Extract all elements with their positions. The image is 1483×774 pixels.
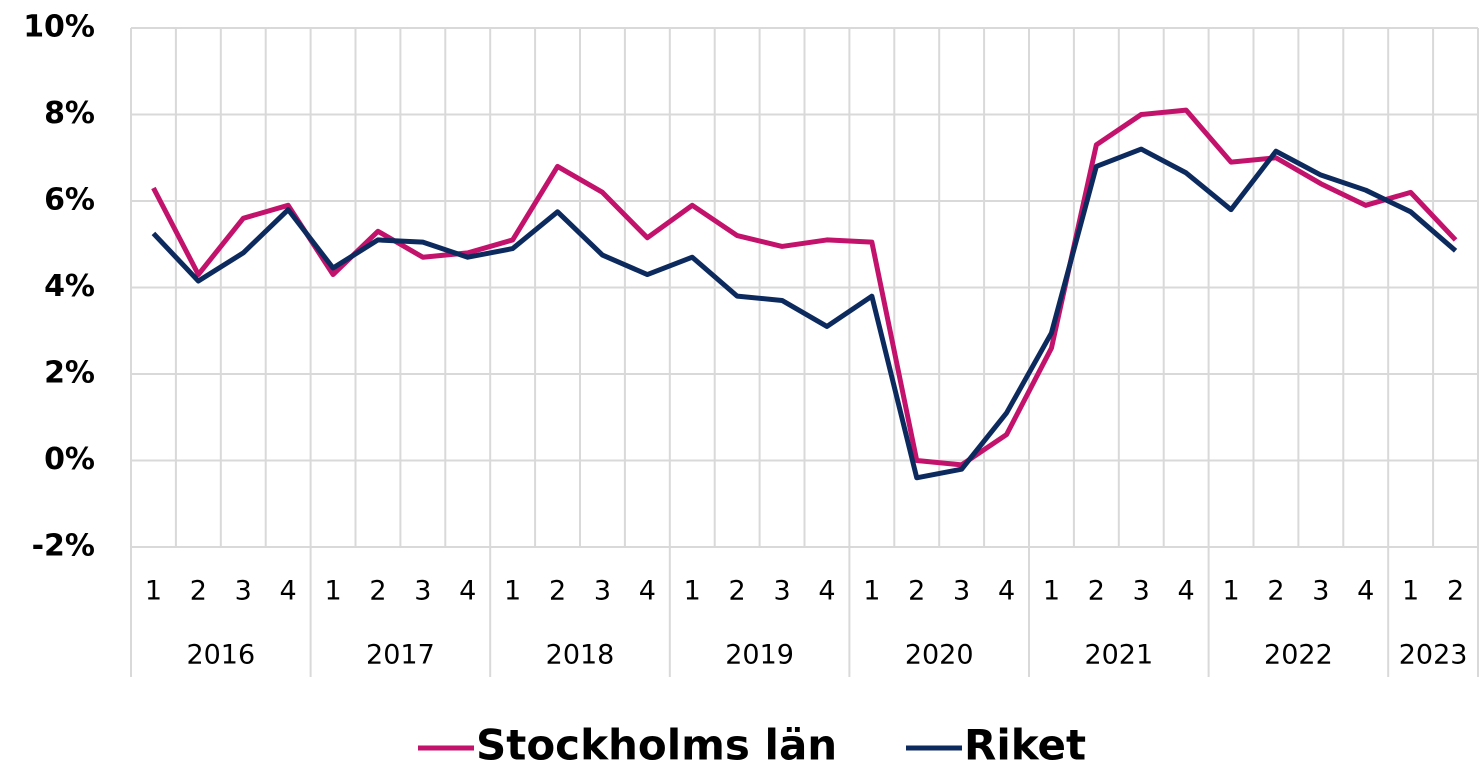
x-tick-label: 4 (639, 576, 656, 607)
x-tick-label: 1 (863, 576, 880, 607)
x-tick-label: 1 (684, 576, 701, 607)
x-tick-label: 4 (818, 576, 835, 607)
x-tick-label: 2 (549, 576, 566, 607)
x-tick-label: 3 (773, 576, 790, 607)
x-tick-label: 2 (1088, 576, 1105, 607)
x-tick-label: 2 (1447, 576, 1464, 607)
year-label: 2019 (725, 640, 794, 671)
x-tick-label: 4 (459, 576, 476, 607)
year-label: 2022 (1264, 640, 1333, 671)
x-tick-label: 2 (1267, 576, 1284, 607)
year-label: 2021 (1084, 640, 1153, 671)
x-tick-label: 1 (324, 576, 341, 607)
x-tick-label: 3 (414, 576, 431, 607)
y-tick-label: 4% (44, 269, 95, 304)
y-tick-label: 6% (44, 183, 95, 218)
x-tick-label: 1 (504, 576, 521, 607)
x-tick-label: 4 (998, 576, 1015, 607)
y-tick-label: -2% (32, 529, 95, 564)
year-label: 2020 (905, 640, 974, 671)
x-tick-label: 1 (1043, 576, 1060, 607)
x-tick-label: 3 (1312, 576, 1329, 607)
y-tick-label: 10% (23, 10, 95, 45)
line-series (151, 107, 1458, 468)
y-tick-label: 8% (44, 96, 95, 131)
y-tick-label: 2% (44, 356, 95, 391)
year-label: 2023 (1399, 640, 1468, 671)
y-tick-label: 0% (44, 442, 95, 477)
legend-label: Stockholms län (476, 721, 837, 770)
x-tick-label: 4 (280, 576, 297, 607)
x-tick-label: 3 (1133, 576, 1150, 607)
x-tick-label: 2 (729, 576, 746, 607)
year-label: 2017 (366, 640, 435, 671)
line-series (151, 146, 1458, 481)
x-tick-label: 2 (369, 576, 386, 607)
x-tick-label: 3 (235, 576, 252, 607)
x-tick-label: 1 (1222, 576, 1239, 607)
x-tick-label: 1 (1402, 576, 1419, 607)
x-tick-label: 4 (1357, 576, 1374, 607)
x-tick-label: 3 (594, 576, 611, 607)
x-tick-label: 4 (1178, 576, 1195, 607)
x-tick-label: 2 (190, 576, 207, 607)
x-tick-label: 3 (953, 576, 970, 607)
year-label: 2018 (546, 640, 615, 671)
legend-label: Riket (964, 721, 1086, 770)
x-tick-label: 1 (145, 576, 162, 607)
x-tick-label: 2 (908, 576, 925, 607)
year-label: 2016 (186, 640, 255, 671)
